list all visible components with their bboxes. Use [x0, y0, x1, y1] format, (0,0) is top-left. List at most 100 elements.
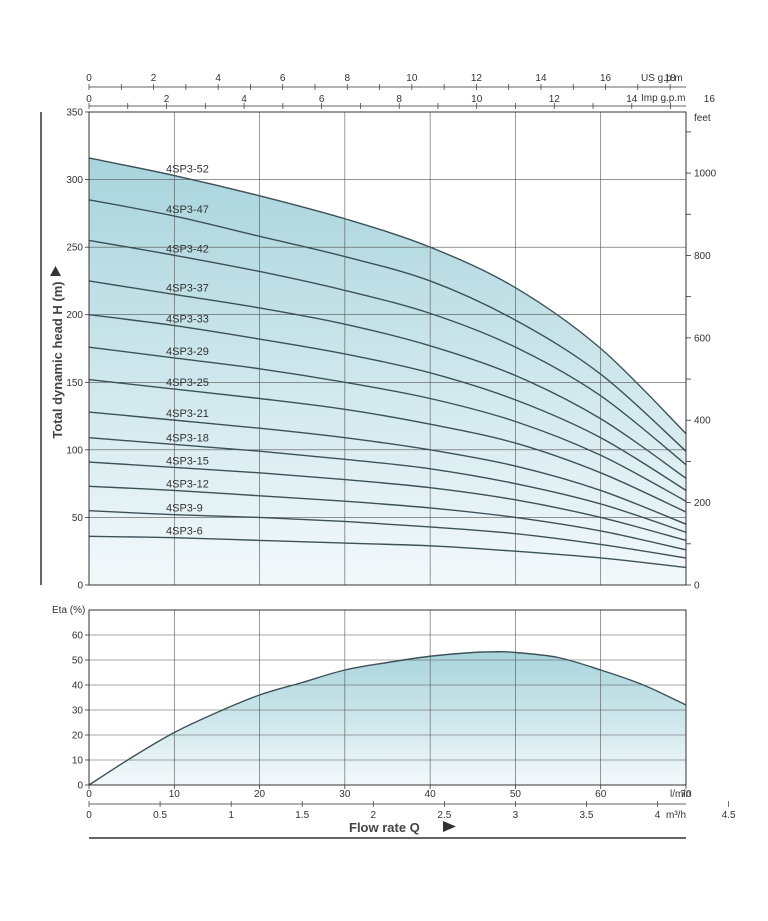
head-y-tick-label: 200 — [66, 310, 83, 321]
m3h-tick-label: 0.5 — [153, 810, 167, 821]
curve-label: 4SP3-12 — [166, 478, 209, 490]
head-fill-area — [89, 157, 686, 585]
eta-y-tick-label: 40 — [72, 681, 84, 692]
m3h-unit: m³/h — [666, 810, 686, 821]
eta-axis-title: Eta (%) — [52, 605, 85, 616]
head-y-tick-label: 50 — [72, 513, 84, 524]
head-curve-line — [88, 199, 687, 452]
eta-fill-area — [89, 651, 686, 785]
eta-plot-frame — [88, 609, 687, 786]
imp-gpm-tick-label: 14 — [626, 94, 638, 105]
eta-y-ticks: 0 10 20 30 40 50 60 — [72, 631, 89, 792]
curve-label: 4SP3-6 — [166, 526, 203, 538]
lmin-tick-label: 0 — [86, 789, 92, 800]
feet-tick-label: 800 — [694, 251, 711, 262]
curve-label: 4SP3-47 — [166, 204, 209, 216]
head-curve-line — [88, 535, 687, 569]
imp-gpm-tick-label: 0 — [86, 94, 92, 105]
lmin-tick-label: 20 — [254, 789, 266, 800]
m3h-tick-label: 2.5 — [437, 810, 451, 821]
head-curve-line — [88, 509, 687, 559]
eta-y-tick-label: 60 — [72, 631, 84, 642]
imp-gpm-tick-label: 12 — [549, 94, 561, 105]
curve-label: 4SP3-18 — [166, 432, 209, 444]
head-plot-frame — [88, 111, 687, 586]
imp-gpm-unit: Imp g.p.m — [641, 93, 685, 104]
m3h-tick-label: 2 — [371, 810, 377, 821]
imp-gpm-tick-label: 2 — [164, 94, 170, 105]
head-y-tick-label: 350 — [66, 108, 83, 119]
curve-label: 4SP3-42 — [166, 243, 209, 255]
imp-gpm-tick-label: 8 — [396, 94, 402, 105]
eta-y-tick-label: 0 — [77, 781, 83, 792]
eta-y-tick-label: 10 — [72, 756, 84, 767]
head-y-tick-label: 250 — [66, 243, 83, 254]
eta-y-tick-label: 20 — [72, 731, 84, 742]
head-area-fill — [89, 157, 686, 585]
curve-label: 4SP3-9 — [166, 503, 203, 515]
feet-tick-label: 400 — [694, 416, 711, 427]
head-feet-ticks: 0 200 400 600 800 1000 — [686, 131, 717, 592]
lmin-x-ticks: 0 10 20 30 40 50 60 70 — [86, 785, 692, 800]
head-y-ticks: 0 50 100 150 200 250 300 350 — [66, 108, 89, 592]
flow-rate-arrow — [443, 821, 456, 832]
us-gpm-unit: US g.p.m — [641, 73, 683, 84]
us-gpm-tick-label: 0 — [86, 73, 92, 84]
eta-y-tick-label: 30 — [72, 706, 84, 717]
flow-rate-title: Flow rate Q — [349, 820, 420, 835]
curve-label: 4SP3-29 — [166, 346, 209, 358]
head-curves: 4SP3-52 4SP3-47 4SP3-42 4SP3-37 4SP3-33 4SP3-… — [88, 157, 687, 569]
imp-gpm-tick-label: 16 — [704, 94, 716, 105]
top-flow-axes: 0 2 4 6 8 10 12 14 16 180 2 4 6 8 10 12 14 16 — [86, 73, 715, 109]
head-curve-line — [88, 378, 687, 513]
lmin-tick-label: 50 — [510, 789, 522, 800]
feet-tick-label: 600 — [694, 333, 711, 344]
m3h-x-ticks: 0 0.5 1 1.5 2 2.5 3 3.5 4 4.5 — [86, 801, 736, 821]
lmin-tick-label: 70 — [680, 789, 692, 800]
m3h-tick-label: 1 — [228, 810, 234, 821]
curve-label: 4SP3-37 — [166, 282, 209, 294]
us-gpm-tick-label: 14 — [535, 73, 547, 84]
us-gpm-tick-label: 12 — [471, 73, 483, 84]
head-y-tick-label: 100 — [66, 445, 83, 456]
imp-gpm-tick-label: 10 — [471, 94, 483, 105]
m3h-tick-label: 3 — [513, 810, 519, 821]
head-y-tick-label: 300 — [66, 175, 83, 186]
lmin-tick-label: 10 — [169, 789, 181, 800]
curve-label: 4SP3-52 — [166, 164, 209, 176]
head-curve-line — [88, 485, 687, 551]
eta-curve-line — [88, 651, 687, 786]
imp-gpm-tick-label: 4 — [241, 94, 247, 105]
curve-label: 4SP3-15 — [166, 455, 209, 467]
us-gpm-tick-label: 16 — [600, 73, 612, 84]
feet-unit: feet — [694, 113, 711, 124]
head-curve-line — [88, 314, 687, 491]
m3h-tick-label: 4.5 — [722, 810, 736, 821]
head-curve-line — [88, 461, 687, 542]
imp-gpm-tick-label: 6 — [319, 94, 325, 105]
head-axis-title: Total dynamic head H (m) — [50, 281, 65, 438]
us-gpm-tick-label: 8 — [344, 73, 350, 84]
m3h-tick-label: 0 — [86, 810, 92, 821]
curve-label: 4SP3-21 — [166, 408, 209, 420]
us-gpm-tick-label: 6 — [280, 73, 286, 84]
eta-curve — [88, 651, 687, 786]
m3h-tick-label: 4 — [655, 810, 661, 821]
head-y-tick-label: 0 — [77, 581, 83, 592]
lmin-tick-label: 60 — [595, 789, 607, 800]
feet-tick-label: 0 — [694, 581, 700, 592]
feet-tick-label: 200 — [694, 498, 711, 509]
us-gpm-tick-label: 2 — [151, 73, 157, 84]
us-gpm-tick-label: 18 — [665, 73, 677, 84]
head-curve-line — [88, 411, 687, 525]
feet-tick-label: 1000 — [694, 169, 717, 180]
lmin-tick-label: 30 — [339, 789, 351, 800]
lmin-unit: l/min — [670, 789, 691, 800]
head-curve-line — [88, 280, 687, 479]
us-gpm-tick-label: 4 — [215, 73, 221, 84]
curve-label: 4SP3-33 — [166, 314, 209, 326]
head-curve-line — [88, 239, 687, 466]
m3h-tick-label: 3.5 — [580, 810, 594, 821]
eta-area-fill — [89, 651, 686, 785]
